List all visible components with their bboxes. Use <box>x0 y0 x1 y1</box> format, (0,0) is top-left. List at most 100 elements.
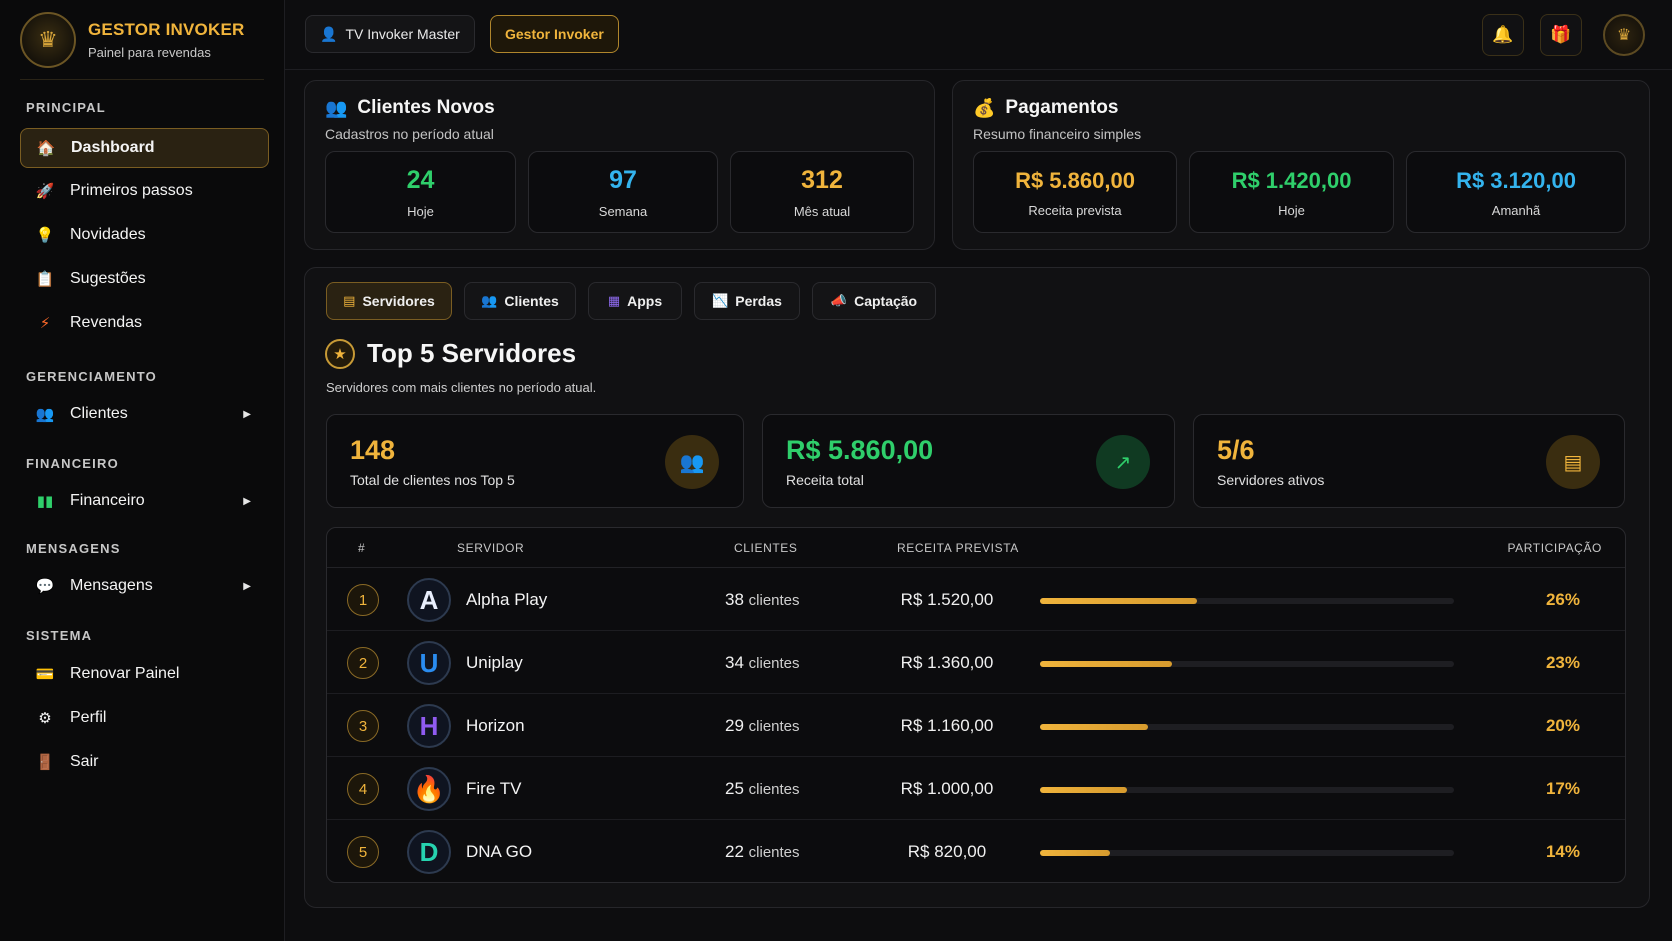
nav-sugestoes[interactable]: 📋 Sugestões <box>20 259 269 299</box>
stat-value: R$ 5.860,00 <box>1015 168 1135 193</box>
tab-perdas-label: Perdas <box>735 293 782 309</box>
table-row[interactable]: 4 🔥 Fire TV 25 clientes R$ 1.000,00 17% <box>327 757 1625 820</box>
table-row[interactable]: 5 D DNA GO 22 clientes R$ 820,00 14% <box>327 820 1625 882</box>
stat-label: Hoje <box>1278 203 1305 218</box>
nav-mensagens[interactable]: 💬 Mensagens ▶ <box>20 566 269 606</box>
table-row[interactable]: 3 H Horizon 29 clientes R$ 1.160,00 20% <box>327 694 1625 757</box>
section-principal: PRINCIPAL <box>26 100 106 115</box>
revenue-value: R$ 1.360,00 <box>900 653 994 672</box>
pagamentos-title: 💰 Pagamentos <box>973 97 1118 119</box>
section-financeiro: FINANCEIRO <box>26 456 119 471</box>
kpi-label: Servidores ativos <box>1217 472 1325 488</box>
tab-apps[interactable]: ▦ Apps <box>588 282 682 320</box>
gift-button[interactable]: 🎁 <box>1540 14 1582 56</box>
stat-pag-hoje: R$ 1.420,00 Hoje <box>1189 151 1394 233</box>
kpi-total-clientes: 148 Total de clientes nos Top 5 👥 <box>326 414 744 508</box>
chevron-right-icon: ▶ <box>243 495 251 507</box>
chevron-right-icon: ▶ <box>243 408 251 420</box>
client-count-value: 29 <box>725 716 744 735</box>
kpi-value: 5/6 <box>1217 435 1255 465</box>
table-row[interactable]: 2 U Uniplay 34 clientes R$ 1.360,00 23% <box>327 631 1625 694</box>
panel-pill[interactable]: Gestor Invoker <box>490 15 619 53</box>
server-name: Alpha Play <box>466 590 548 609</box>
tab-clientes[interactable]: 👥 Clientes <box>464 282 576 320</box>
client-unit: clientes <box>748 718 800 735</box>
rank-badge: 4 <box>347 773 379 805</box>
pagamentos-title-text: Pagamentos <box>1005 97 1119 118</box>
stat-semana: 97 Semana <box>528 151 718 233</box>
bell-icon: 🔔 <box>1492 25 1514 44</box>
section-gerenciamento: GERENCIAMENTO <box>26 369 157 384</box>
stat-value: 24 <box>406 166 435 194</box>
client-unit: clientes <box>748 655 800 672</box>
brand-subtitle: Painel para revendas <box>88 44 211 60</box>
chevron-right-icon: ▶ <box>243 580 251 592</box>
share-bar <box>1040 724 1454 730</box>
server-name: Fire TV <box>466 779 522 798</box>
clipboard-icon: 📋 <box>35 271 55 288</box>
brand-logo[interactable]: ♛ <box>20 11 76 68</box>
server-name: Uniplay <box>466 653 523 672</box>
users-icon: 👥 <box>665 435 719 489</box>
stat-mes: 312 Mês atual <box>730 151 914 233</box>
nav-revendas-label: Revendas <box>70 314 143 331</box>
money-bag-icon: 💰 <box>973 97 996 118</box>
client-count: 29 clientes <box>725 716 800 736</box>
account-pill[interactable]: 👤 TV Invoker Master <box>305 15 475 53</box>
share-percent: 20% <box>1545 716 1580 735</box>
notifications-button[interactable]: 🔔 <box>1482 14 1524 56</box>
share-bar <box>1040 661 1454 667</box>
clientes-novos-title: 👥 Clientes Novos <box>325 97 495 119</box>
pagamentos-subtitle: Resumo financeiro simples <box>973 126 1142 142</box>
header-rank: # <box>358 541 366 555</box>
credit-card-icon: 💳 <box>35 666 55 683</box>
client-unit: clientes <box>748 844 800 861</box>
header-server: SERVIDOR <box>457 541 525 555</box>
nav-dashboard[interactable]: 🏠 Dashboard <box>20 128 269 168</box>
chart-bar-icon: ▮▮ <box>36 493 54 510</box>
servers-table: # SERVIDOR CLIENTES RECEITA PREVISTA PAR… <box>326 527 1626 883</box>
table-header: # SERVIDOR CLIENTES RECEITA PREVISTA PAR… <box>327 528 1625 568</box>
chat-bubble-icon: 💬 <box>35 578 55 595</box>
nav-sair[interactable]: 🚪 Sair <box>20 742 269 782</box>
avatar[interactable]: ♛ <box>1603 14 1645 56</box>
phone-icon: ▦ <box>607 293 621 308</box>
kpi-value: R$ 5.860,00 <box>786 435 934 465</box>
rocket-icon: 🚀 <box>35 183 55 200</box>
nav-perfil[interactable]: ⚙ Perfil <box>20 698 269 738</box>
nav-sugestoes-label: Sugestões <box>70 270 146 287</box>
stat-label: Amanhã <box>1491 203 1541 218</box>
nav-financeiro[interactable]: ▮▮ Financeiro ▶ <box>20 481 269 521</box>
nav-clientes[interactable]: 👥 Clientes ▶ <box>20 394 269 434</box>
server-logo: H <box>407 704 451 748</box>
nav-novidades[interactable]: 💡 Novidades <box>20 215 269 255</box>
client-unit: clientes <box>748 592 800 609</box>
stat-label: Mês atual <box>793 204 851 219</box>
server-logo: A <box>407 578 451 622</box>
brand-title: GESTOR INVOKER <box>88 19 245 39</box>
tab-perdas[interactable]: 📉 Perdas <box>694 282 800 320</box>
table-row[interactable]: 1 A Alpha Play 38 clientes R$ 1.520,00 26% <box>327 568 1625 631</box>
chart-down-icon: 📉 <box>712 293 729 308</box>
brand: ♛ GESTOR INVOKER Painel para revendas <box>20 0 264 80</box>
kpi-label: Total de clientes nos Top 5 <box>350 472 515 488</box>
section-mensagens: MENSAGENS <box>26 541 121 556</box>
rank-badge: 3 <box>347 710 379 742</box>
users-icon: 👥 <box>325 97 348 118</box>
stat-value: 312 <box>801 166 843 194</box>
users-icon: 👥 <box>35 406 55 423</box>
top5-title: ★ Top 5 Servidores <box>325 338 576 369</box>
top5-description: Servidores com mais clientes no período … <box>326 380 597 395</box>
nav-revendas[interactable]: ⚡ Revendas <box>20 303 269 343</box>
client-count: 34 clientes <box>725 653 800 673</box>
rank-badge: 2 <box>347 647 379 679</box>
nav-primeiros-passos[interactable]: 🚀 Primeiros passos <box>20 171 269 211</box>
share-bar-fill <box>1040 850 1111 856</box>
rank-badge: 1 <box>347 584 379 616</box>
tab-captacao[interactable]: 📣 Captação <box>812 282 936 320</box>
tab-servidores[interactable]: ▤ Servidores <box>326 282 452 320</box>
stat-label: Hoje <box>407 204 434 219</box>
share-percent: 17% <box>1545 779 1580 798</box>
kpi-value: 148 <box>350 435 396 465</box>
nav-renovar-painel[interactable]: 💳 Renovar Painel <box>20 654 269 694</box>
